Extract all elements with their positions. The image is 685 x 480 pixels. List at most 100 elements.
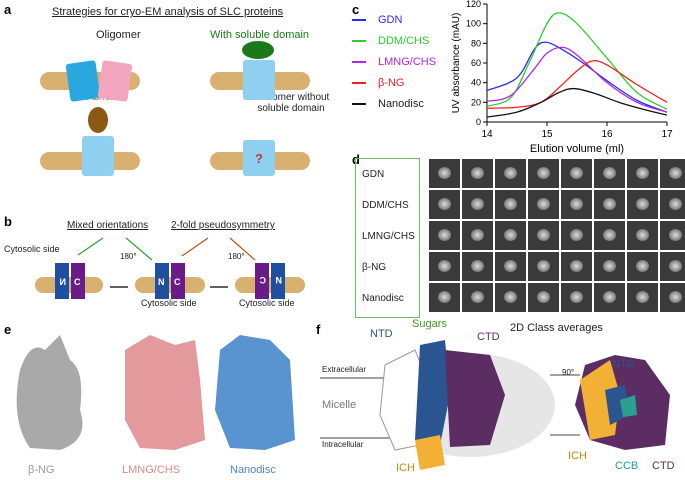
mixed-orientations: Mixed orientations [67, 220, 149, 231]
class-average-image [561, 283, 592, 312]
class-average-image [429, 283, 460, 312]
lmng-map [125, 335, 205, 450]
cytosolic-side-2: Cytosolic side [141, 298, 197, 308]
panel-label-c: c [352, 2, 360, 17]
class-average-image [462, 252, 493, 281]
soluble-domain [242, 41, 274, 59]
map-label: β-NG [28, 464, 55, 476]
row-label: β-NG [362, 262, 387, 273]
class-average-image [462, 221, 493, 250]
y-tick-label: 0 [476, 117, 481, 127]
row-label-box: GDN DDM/CHS LMNG/CHS β-NG Nanodisc [355, 158, 420, 318]
class-average-image [594, 221, 625, 250]
class-average-image [528, 283, 559, 312]
legend-item: DDM/CHS [352, 35, 429, 47]
svg-text:N: N [158, 277, 165, 287]
legend-item: β-NG [352, 77, 405, 89]
class-average-image [462, 190, 493, 219]
beta-ng-map [16, 335, 83, 450]
intracellular-label: Intracellular [322, 440, 364, 449]
y-tick-label: 120 [466, 0, 481, 9]
panel-a-schematics [40, 41, 310, 176]
y-tick-label: 100 [466, 19, 481, 29]
antibody-nanobody [88, 107, 108, 133]
class-average-image [528, 159, 559, 188]
class-average-image [627, 283, 658, 312]
class-average-image [627, 221, 658, 250]
series-line-DDM/CHS [486, 12, 668, 110]
y-tick-label: 40 [471, 78, 481, 88]
legend-label: Nanodisc [378, 98, 424, 110]
tm-domain [243, 60, 275, 100]
row-label: DDM/CHS [362, 200, 409, 211]
legend-swatch [352, 61, 366, 64]
legend-swatch [352, 103, 366, 106]
y-tick-label: 80 [471, 38, 481, 48]
y-tick-label: 20 [471, 97, 481, 107]
protomer-blue [65, 60, 101, 102]
class-average-image [429, 190, 460, 219]
class-average-image [495, 283, 526, 312]
ntd-label-2: NTD [612, 358, 635, 370]
pseudosymmetry: 2-fold pseudosymmetry [171, 220, 275, 231]
monomer-label: Monomer without soluble domain [252, 92, 330, 114]
map-label: LMNG/CHS [122, 464, 181, 476]
tm-domain-3 [243, 140, 275, 176]
map-label: Nanodisc [230, 464, 276, 476]
ctd-density [445, 350, 505, 447]
y-tick-label: 60 [471, 58, 481, 68]
svg-text:C: C [174, 277, 181, 287]
legend-swatch [352, 40, 366, 43]
cytosolic-side-3: Cytosolic side [239, 298, 295, 308]
ccb-label: CCB [615, 460, 639, 472]
class-average-image [429, 221, 460, 250]
structure-views [320, 340, 670, 470]
row-label: Nanodisc [362, 293, 404, 304]
tm-domain-2 [82, 136, 114, 176]
x-tick-label: 14 [481, 129, 493, 140]
svg-text:C: C [259, 275, 266, 285]
sugars-label: Sugars [412, 318, 447, 330]
unknown-mark: ? [255, 151, 263, 166]
series-line-LMNG/CHS [486, 46, 668, 113]
class-average-image [660, 190, 685, 219]
row-label: LMNG/CHS [362, 231, 415, 242]
row-label: GDN [362, 169, 385, 180]
class-average-image [660, 252, 685, 281]
extracellular-label: Extracellular [322, 365, 367, 374]
ntd-label: NTD [370, 328, 393, 340]
legend-label: DDM/CHS [378, 35, 430, 47]
ctd-label-2: CTD [652, 460, 675, 472]
series-line-β-NG [486, 60, 668, 109]
legend-item: Nanodisc [352, 98, 424, 110]
ich-density [415, 435, 445, 470]
legend-label: GDN [378, 14, 403, 26]
panel-label-b: b [4, 214, 12, 229]
rotation-label-2: 180° [228, 252, 245, 261]
panel-label-e: e [4, 322, 12, 337]
nanodisc-map [215, 335, 295, 450]
x-tick-label: 15 [541, 129, 553, 140]
class-average-image [429, 252, 460, 281]
legend-label: LMNG/CHS [378, 56, 437, 68]
legend-swatch [352, 19, 366, 22]
class-averages-caption: 2D Class averages [510, 322, 603, 334]
elution-chart: 14 15 16 17 0 20 40 60 80 100 120 Elution volume (m… [451, 0, 673, 155]
soluble-label: With soluble domain [210, 29, 310, 41]
legend-swatch [352, 82, 366, 85]
ntd-density [415, 340, 450, 445]
class-average-image [594, 283, 625, 312]
ctd-label: CTD [477, 331, 500, 343]
rotation-label-1: 180° [120, 252, 137, 261]
class-average-image [660, 221, 685, 250]
oligomer-label: Oligomer [96, 29, 141, 41]
x-tick-label: 16 [601, 129, 613, 140]
svg-text:N: N [60, 277, 67, 287]
protomer-pink [97, 60, 133, 102]
class-average-image [528, 221, 559, 250]
legend-label: β-NG [378, 77, 405, 89]
class-average-image [462, 159, 493, 188]
class-averages-grid [429, 159, 685, 312]
